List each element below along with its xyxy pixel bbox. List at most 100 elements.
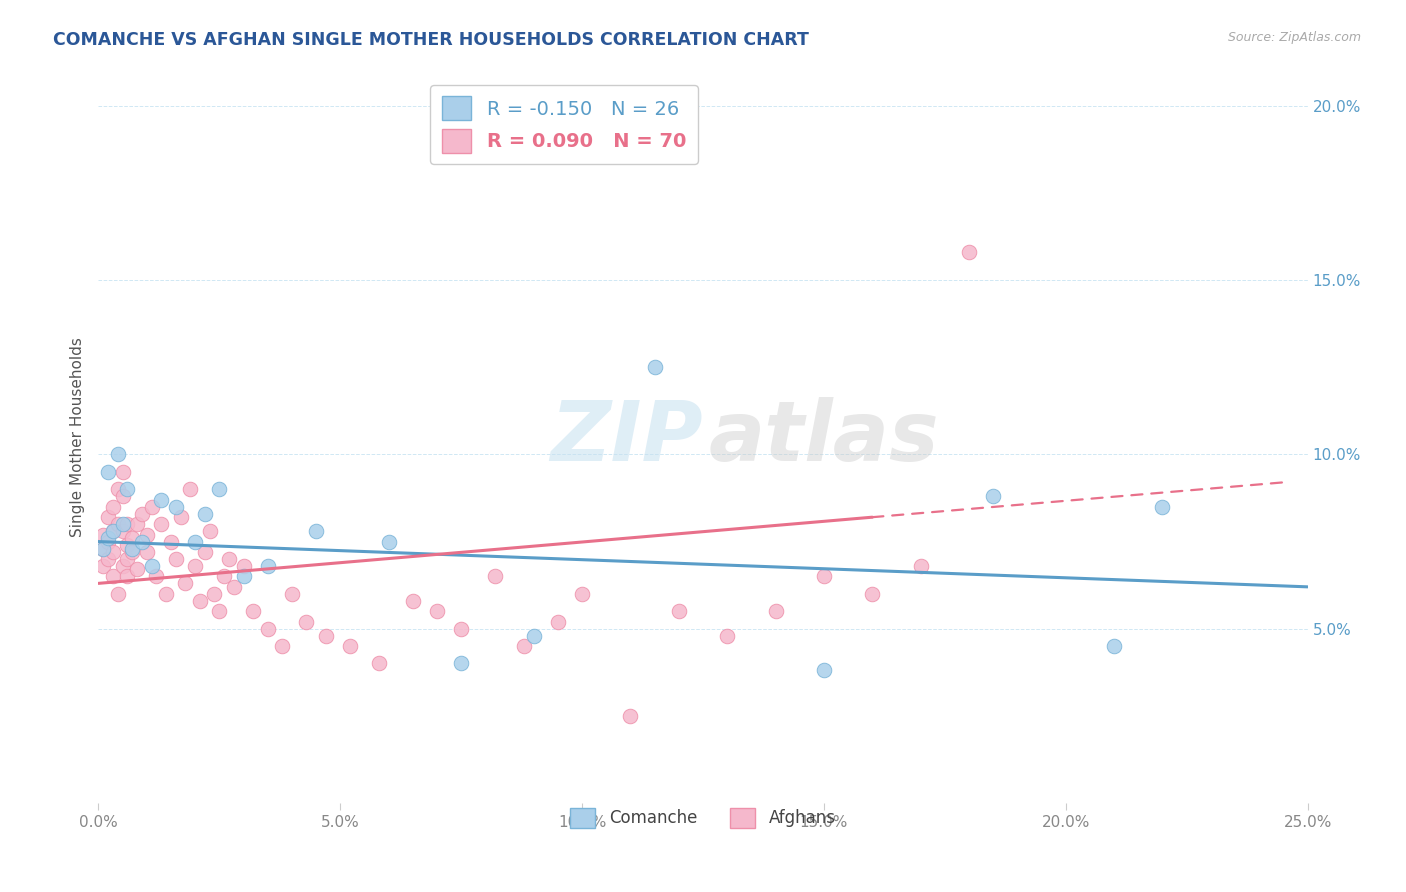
Point <box>97 534 120 549</box>
Point <box>295 615 318 629</box>
Point <box>305 524 328 538</box>
Point <box>150 492 173 507</box>
Point <box>165 552 187 566</box>
Point <box>232 569 254 583</box>
Point <box>107 483 129 497</box>
Text: COMANCHE VS AFGHAN SINGLE MOTHER HOUSEHOLDS CORRELATION CHART: COMANCHE VS AFGHAN SINGLE MOTHER HOUSEHO… <box>53 31 810 49</box>
Point <box>107 587 129 601</box>
Point <box>188 594 211 608</box>
Point <box>402 594 425 608</box>
Point <box>107 517 129 532</box>
Point <box>150 517 173 532</box>
Text: ZIP: ZIP <box>550 397 703 477</box>
Point <box>174 576 197 591</box>
Text: Source: ZipAtlas.com: Source: ZipAtlas.com <box>1227 31 1361 45</box>
Point <box>450 622 472 636</box>
Point <box>232 558 254 573</box>
Point <box>101 524 124 538</box>
Point <box>813 569 835 583</box>
Point <box>513 639 536 653</box>
Point <box>121 541 143 556</box>
Point <box>107 448 129 462</box>
Point <box>315 629 337 643</box>
Point <box>91 527 114 541</box>
Point <box>716 629 738 643</box>
Point <box>169 510 191 524</box>
Point <box>860 587 883 601</box>
Point <box>97 552 120 566</box>
Point <box>155 587 177 601</box>
Point <box>256 622 278 636</box>
Point <box>957 245 980 260</box>
Point <box>547 615 569 629</box>
Point <box>117 569 139 583</box>
Point <box>484 569 506 583</box>
Y-axis label: Single Mother Households: Single Mother Households <box>69 337 84 537</box>
Point <box>910 558 932 573</box>
Point <box>121 545 143 559</box>
Legend: Comanche, Afghans: Comanche, Afghans <box>564 801 842 835</box>
Point <box>111 558 134 573</box>
Point <box>184 534 207 549</box>
Point <box>97 510 120 524</box>
Point <box>377 534 399 549</box>
Point <box>198 524 221 538</box>
Point <box>91 541 114 556</box>
Point <box>127 517 149 532</box>
Point <box>281 587 304 601</box>
Point <box>131 507 153 521</box>
Point <box>141 558 163 573</box>
Point <box>111 465 134 479</box>
Point <box>179 483 201 497</box>
Point <box>271 639 294 653</box>
Point <box>184 558 207 573</box>
Point <box>121 531 143 545</box>
Point <box>145 569 167 583</box>
Point <box>101 524 124 538</box>
Point <box>1152 500 1174 514</box>
Point <box>160 534 183 549</box>
Point <box>117 483 139 497</box>
Point <box>242 604 264 618</box>
Point <box>165 500 187 514</box>
Point <box>194 545 217 559</box>
Point <box>117 552 139 566</box>
Point <box>644 360 666 375</box>
Point <box>101 569 124 583</box>
Point <box>339 639 361 653</box>
Point <box>1102 639 1125 653</box>
Point <box>523 629 546 643</box>
Point <box>368 657 391 671</box>
Point <box>141 500 163 514</box>
Point <box>765 604 787 618</box>
Point <box>450 657 472 671</box>
Text: atlas: atlas <box>709 397 939 477</box>
Point <box>571 587 593 601</box>
Point <box>222 580 245 594</box>
Point <box>97 465 120 479</box>
Point <box>981 489 1004 503</box>
Point <box>111 524 134 538</box>
Point <box>117 538 139 552</box>
Point <box>117 517 139 532</box>
Point <box>256 558 278 573</box>
Point <box>204 587 226 601</box>
Point <box>131 534 153 549</box>
Point <box>208 483 231 497</box>
Point <box>101 545 124 559</box>
Point <box>135 545 157 559</box>
Point <box>212 569 235 583</box>
Point <box>91 558 114 573</box>
Point <box>668 604 690 618</box>
Point <box>111 517 134 532</box>
Point <box>813 664 835 678</box>
Point <box>426 604 449 618</box>
Point <box>619 708 641 723</box>
Point <box>208 604 231 618</box>
Point <box>111 489 134 503</box>
Point <box>127 562 149 576</box>
Point <box>91 541 114 556</box>
Point <box>97 531 120 545</box>
Point <box>135 527 157 541</box>
Point <box>194 507 217 521</box>
